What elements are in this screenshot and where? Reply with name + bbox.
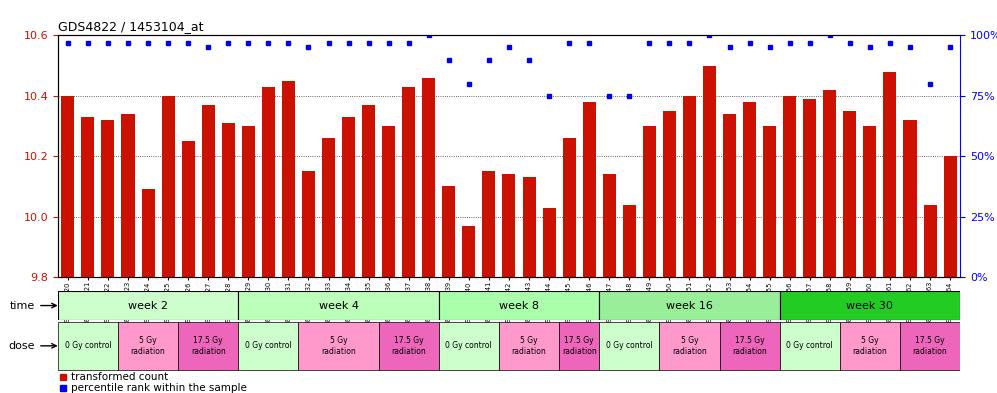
Bar [839,322,900,370]
Text: 5 Gy
radiation: 5 Gy radiation [131,336,166,356]
Bar [703,66,716,277]
Bar [443,186,456,277]
Bar [780,322,839,370]
Bar [923,204,936,277]
Bar [463,226,476,277]
Text: 0 Gy control: 0 Gy control [446,342,493,350]
Bar [863,126,876,277]
Bar [502,174,515,277]
Bar [599,292,780,320]
Bar [743,102,756,277]
Bar [238,292,439,320]
Text: 17.5 Gy
radiation: 17.5 Gy radiation [190,336,225,356]
Text: 17.5 Gy
radiation: 17.5 Gy radiation [912,336,947,356]
Text: dose: dose [9,341,35,351]
Bar [763,126,776,277]
Bar [900,322,960,370]
Bar [559,322,599,370]
Bar [178,322,238,370]
Bar [599,322,659,370]
Text: percentile rank within the sample: percentile rank within the sample [71,383,247,393]
Text: transformed count: transformed count [71,373,168,382]
Bar [603,174,616,277]
Bar [663,111,676,277]
Bar [804,99,817,277]
Text: week 16: week 16 [666,301,713,310]
Bar [58,292,238,320]
Text: week 8: week 8 [498,301,539,310]
Bar [302,171,315,277]
Bar [423,78,436,277]
Bar [82,117,95,277]
Bar [824,90,836,277]
Bar [784,96,797,277]
Bar [843,111,856,277]
Text: week 2: week 2 [128,301,168,310]
Bar [102,120,115,277]
Bar [903,120,916,277]
Bar [439,292,599,320]
Bar [483,171,496,277]
Bar [58,322,118,370]
Text: 0 Gy control: 0 Gy control [65,342,112,350]
Bar [382,126,395,277]
Text: 5 Gy
radiation: 5 Gy radiation [852,336,887,356]
Text: 17.5 Gy
radiation: 17.5 Gy radiation [392,336,426,356]
Bar [542,208,555,277]
Bar [201,105,214,277]
Bar [362,105,375,277]
Bar [221,123,234,277]
Bar [643,126,656,277]
Bar [723,114,736,277]
Bar [623,204,636,277]
Bar [181,141,194,277]
Bar [282,81,295,277]
Text: 17.5 Gy
radiation: 17.5 Gy radiation [732,336,767,356]
Bar [379,322,439,370]
Bar [439,322,498,370]
Bar [582,102,595,277]
Bar [683,96,696,277]
Text: time: time [10,301,35,310]
Bar [262,87,275,277]
Bar [883,72,896,277]
Text: 5 Gy
radiation: 5 Gy radiation [672,336,707,356]
Bar [162,96,174,277]
Bar [62,96,75,277]
Bar [298,322,379,370]
Text: 0 Gy control: 0 Gy control [787,342,833,350]
Bar [242,126,255,277]
Text: week 30: week 30 [846,301,893,310]
Bar [562,138,575,277]
Bar [342,117,355,277]
Bar [322,138,335,277]
Bar [780,292,960,320]
Bar [118,322,178,370]
Bar [943,156,956,277]
Text: 5 Gy
radiation: 5 Gy radiation [511,336,546,356]
Text: GDS4822 / 1453104_at: GDS4822 / 1453104_at [58,20,203,33]
Bar [238,322,298,370]
Text: 17.5 Gy
radiation: 17.5 Gy radiation [561,336,596,356]
Text: week 4: week 4 [318,301,359,310]
Bar [142,189,155,277]
Bar [122,114,135,277]
Text: 0 Gy control: 0 Gy control [245,342,292,350]
Bar [659,322,720,370]
Bar [522,177,535,277]
Bar [402,87,415,277]
Text: 5 Gy
radiation: 5 Gy radiation [321,336,356,356]
Text: 0 Gy control: 0 Gy control [606,342,653,350]
Bar [498,322,559,370]
Bar [720,322,780,370]
